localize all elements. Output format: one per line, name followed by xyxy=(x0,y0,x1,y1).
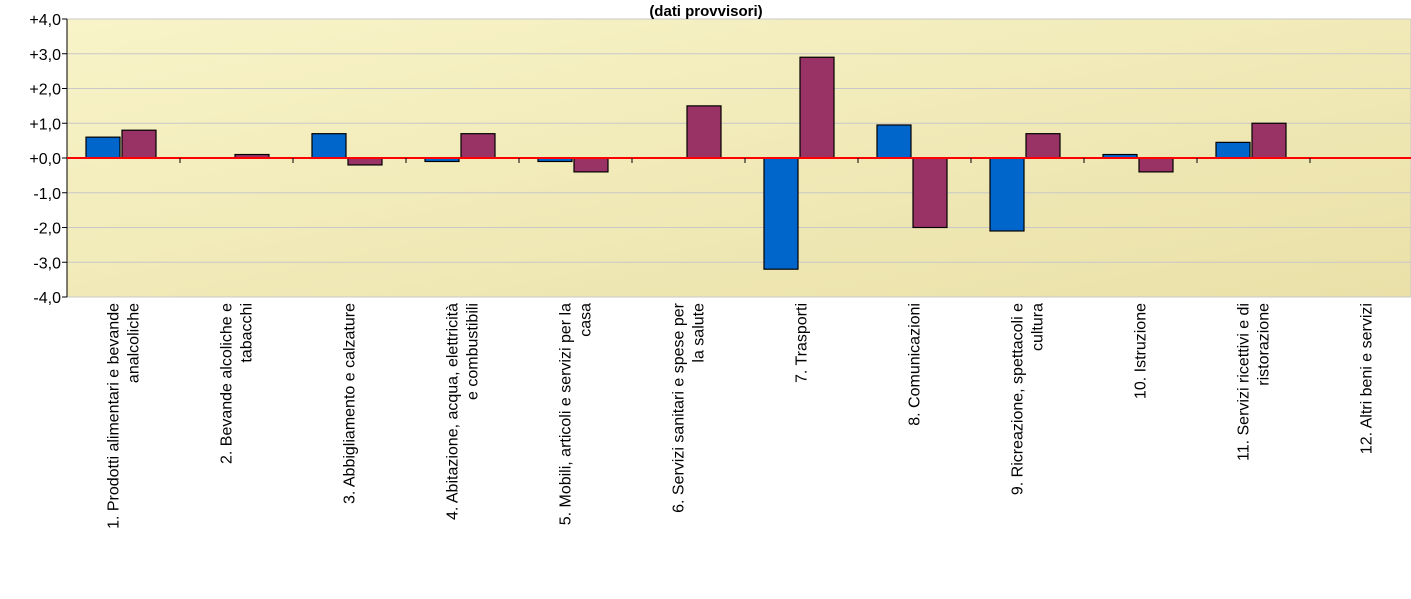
category-label-line: 12. Altri beni e servizi xyxy=(1359,303,1376,454)
category-label: 11. Servizi ricettivi e di ristorazione xyxy=(1236,303,1273,461)
category-label-line: 9. Ricreazione, spettacoli e xyxy=(1010,303,1027,495)
x-category-labels: 1. Prodotti alimentari e bevande analcoli… xyxy=(106,302,1376,529)
bar-series-1 xyxy=(1215,141,1251,159)
category-label-line: 8. Comunicazioni xyxy=(907,303,924,426)
category-label: 8. Comunicazioni xyxy=(907,303,924,426)
category-label-line: casa xyxy=(578,303,595,337)
bar-series-2 xyxy=(460,133,496,159)
chart-title: (dati provvisori) xyxy=(649,3,762,20)
category-label-line: 1. Prodotti alimentari e bevande xyxy=(106,303,123,529)
category-label-line: 3. Abbigliamento e calzature xyxy=(342,303,359,504)
y-tick-label: +4,0 xyxy=(29,12,61,29)
bar-series-2 xyxy=(799,56,835,159)
y-tick-label: -3,0 xyxy=(33,255,61,272)
bar-series-1 xyxy=(311,133,347,159)
category-label: 2. Bevande alcoliche e tabacchi xyxy=(219,303,256,464)
y-tick-labels: +4,0 +3,0 +2,0 +1,0 +0,0 -1,0 -2,0 -3,0 -4,0 xyxy=(29,12,61,307)
bar-series-2 xyxy=(121,129,157,159)
category-label-line: 2. Bevande alcoliche e xyxy=(219,303,236,464)
bar-series-2 xyxy=(573,157,609,173)
y-tick-label: +1,0 xyxy=(29,116,61,133)
category-label-line: 5. Mobili, articoli e servizi per la xyxy=(558,303,575,525)
category-label: 1. Prodotti alimentari e bevande analcoli… xyxy=(106,303,143,529)
bar-series-1 xyxy=(989,157,1025,232)
bar-series-2 xyxy=(1025,133,1061,159)
category-label-line: analcoliche xyxy=(126,303,143,383)
bar-series-1 xyxy=(85,136,121,159)
category-label-line: 4. Abitazione, acqua, elettricità xyxy=(445,303,462,520)
y-tick-label: +2,0 xyxy=(29,82,61,99)
bar-series-2 xyxy=(686,105,722,159)
category-label-line: cultura xyxy=(1030,303,1047,351)
bar-series-1 xyxy=(876,124,912,159)
y-tick-label: -1,0 xyxy=(33,186,61,203)
category-label-line: 11. Servizi ricettivi e di xyxy=(1236,303,1253,461)
y-tick-label: -2,0 xyxy=(33,221,61,238)
category-label: 6. Servizi sanitari e spese per la salute xyxy=(671,302,708,513)
category-label-line: 6. Servizi sanitari e spese per xyxy=(671,302,688,513)
bars xyxy=(85,56,1287,270)
category-label-line: e combustibili xyxy=(465,303,482,400)
category-label-line: la salute xyxy=(691,303,708,363)
axes xyxy=(66,19,1411,297)
bar-series-1 xyxy=(763,157,799,270)
gridlines xyxy=(62,18,1411,298)
category-label: 3. Abbigliamento e calzature xyxy=(342,303,359,504)
category-label-line: ristorazione xyxy=(1256,303,1273,386)
category-label: 12. Altri beni e servizi xyxy=(1359,303,1376,454)
bar-series-2 xyxy=(1138,157,1174,173)
bar-series-2 xyxy=(1251,122,1287,159)
category-label: 5. Mobili, articoli e servizi per la casa xyxy=(558,303,595,525)
bar-series-2 xyxy=(912,157,948,229)
category-label-line: 7. Trasporti xyxy=(794,303,811,383)
category-label-line: tabacchi xyxy=(239,303,256,363)
category-label: 9. Ricreazione, spettacoli e cultura xyxy=(1010,303,1047,495)
bar-series-2 xyxy=(347,157,383,166)
category-label: 7. Trasporti xyxy=(794,303,811,383)
y-tick-label: +3,0 xyxy=(29,47,61,64)
y-tick-label: -4,0 xyxy=(33,290,61,307)
category-label-line: 10. Istruzione xyxy=(1133,303,1150,399)
category-label: 4. Abitazione, acqua, elettricità e combu… xyxy=(445,303,482,520)
y-tick-label: +0,0 xyxy=(29,151,61,168)
category-label: 10. Istruzione xyxy=(1133,303,1150,399)
